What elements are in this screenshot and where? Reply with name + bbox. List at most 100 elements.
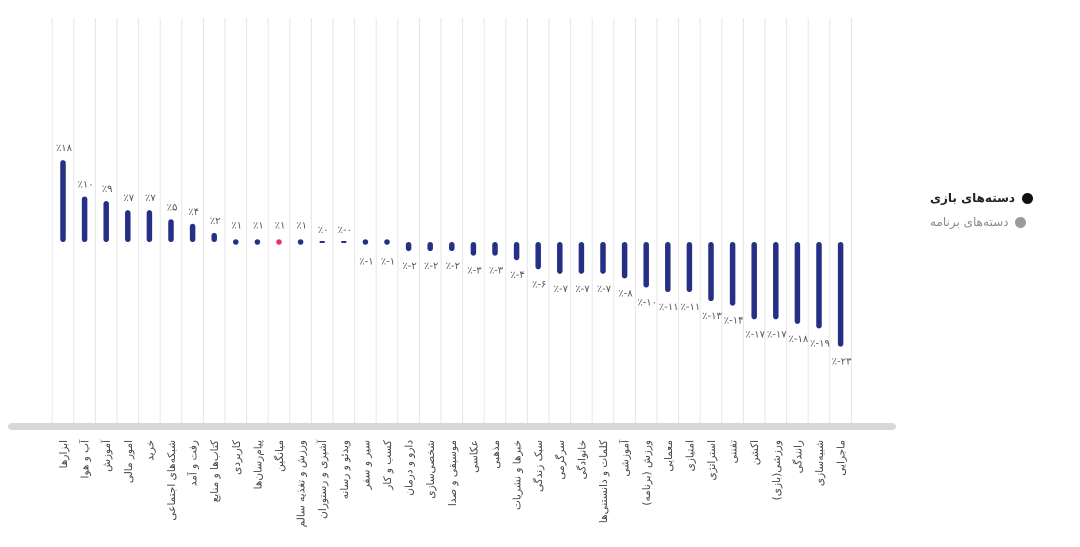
- bar[interactable]: [837, 242, 844, 347]
- value-label: ٪-۱: [359, 257, 373, 268]
- value-label: ٪-۱۰: [637, 298, 657, 309]
- category-label: موسیقی و صدا: [447, 440, 459, 506]
- bar[interactable]: [773, 242, 779, 320]
- category-label: میانگین: [273, 440, 286, 472]
- value-label: ٪-۲۳: [832, 357, 852, 368]
- bar[interactable]: [319, 241, 325, 243]
- bar[interactable]: [643, 242, 649, 288]
- value-label: ٪-۱۷: [745, 329, 765, 340]
- value-label: ٪۵: [167, 202, 178, 213]
- value-label: ٪-۸: [618, 288, 633, 299]
- value-label: ٪-۰: [338, 225, 352, 236]
- bar[interactable]: [254, 239, 261, 245]
- value-label: ٪۱: [253, 220, 264, 231]
- bar[interactable]: [146, 210, 153, 242]
- category-label: کتاب‌ها و منابع: [209, 440, 221, 502]
- category-label: امور مالی: [123, 440, 135, 483]
- value-label: ٪۱۸: [56, 143, 73, 154]
- value-label: ٪۰: [318, 225, 329, 236]
- bar[interactable]: [405, 242, 412, 252]
- category-label: ماجرایی: [836, 440, 848, 476]
- legend-dot-games-icon: [1022, 192, 1034, 204]
- bar[interactable]: [621, 242, 628, 279]
- bar[interactable]: [125, 210, 131, 242]
- value-label: ٪-۲: [424, 261, 438, 272]
- bar[interactable]: [729, 242, 736, 306]
- legend-label-games: دسته‌های بازی: [930, 191, 1016, 205]
- value-label: ٪۱: [231, 220, 242, 231]
- bar[interactable]: [276, 239, 282, 245]
- category-label: اکشن: [749, 440, 761, 465]
- category-label: شبکه‌های اجتماعی: [166, 440, 178, 521]
- category-label: دارو و درمان: [404, 440, 416, 496]
- bar[interactable]: [665, 242, 671, 293]
- bar[interactable]: [211, 232, 217, 242]
- value-label: ٪-۱۹: [810, 338, 830, 349]
- bar[interactable]: [60, 160, 66, 242]
- category-label: خبرها و نشریات: [512, 440, 524, 510]
- category-label: ویدئو و رسانه: [339, 440, 351, 499]
- category-label: مذهبی: [490, 440, 502, 469]
- bar[interactable]: [794, 242, 801, 324]
- category-label: شخصی‌سازی: [425, 440, 437, 499]
- category-label: تفننی: [728, 440, 740, 463]
- bar[interactable]: [708, 242, 714, 302]
- bar[interactable]: [362, 239, 369, 245]
- legend-item-games[interactable]: دسته‌های بازی: [930, 186, 1070, 210]
- category-label: خرید: [144, 440, 156, 461]
- category-label: خانوادگی: [575, 440, 588, 479]
- category-label: کسب و کار: [382, 440, 394, 491]
- bar[interactable]: [578, 242, 585, 274]
- value-label: ٪۷: [123, 193, 134, 204]
- bar[interactable]: [449, 242, 455, 252]
- bar[interactable]: [686, 242, 693, 293]
- bar[interactable]: [751, 242, 757, 320]
- bar[interactable]: [816, 242, 822, 329]
- legend: دسته‌های بازی دسته‌های برنامه: [930, 186, 1070, 234]
- bar[interactable]: [297, 239, 304, 245]
- bar[interactable]: [513, 242, 520, 261]
- value-label: ٪۷: [145, 193, 156, 204]
- bar[interactable]: [81, 196, 88, 243]
- legend-label-apps: دسته‌های برنامه: [930, 215, 1009, 229]
- bar[interactable]: [103, 201, 109, 242]
- category-label: ابزارها: [58, 440, 70, 468]
- value-label: ٪-۱۱: [659, 302, 679, 313]
- bar[interactable]: [384, 239, 390, 245]
- category-label: رانندگی: [791, 440, 804, 473]
- bar[interactable]: [535, 242, 541, 270]
- value-label: ٪۱: [275, 220, 286, 231]
- category-label: آموزشی: [619, 439, 632, 477]
- value-label: ٪-۱۸: [789, 334, 809, 345]
- bar[interactable]: [557, 242, 563, 274]
- bar[interactable]: [600, 242, 606, 274]
- bar[interactable]: [427, 242, 433, 252]
- category-label: سبک زندگی: [532, 440, 545, 492]
- bar[interactable]: [492, 242, 498, 256]
- category-label: ورزش (برنامه): [641, 440, 653, 506]
- legend-item-apps[interactable]: دسته‌های برنامه: [930, 210, 1070, 234]
- category-label: آموزش: [100, 439, 113, 472]
- value-label: ٪-۱۳: [702, 311, 722, 322]
- value-label: ٪۹: [102, 184, 113, 195]
- value-label: ٪۲: [210, 216, 221, 227]
- value-label: ٪-۳: [467, 266, 482, 277]
- bar[interactable]: [470, 242, 477, 256]
- category-label: امتیازی: [684, 440, 696, 471]
- value-label: ٪-۲: [402, 261, 416, 272]
- value-label: ٪-۷: [554, 284, 569, 295]
- bar[interactable]: [168, 219, 174, 242]
- bar[interactable]: [233, 239, 239, 245]
- category-label: سیر و سفر: [360, 440, 372, 490]
- bar[interactable]: [341, 241, 347, 243]
- value-label: ٪-۶: [532, 279, 546, 290]
- bar[interactable]: [189, 223, 196, 242]
- axis-baseline: [8, 423, 896, 430]
- category-label: آب و هوا: [79, 439, 92, 479]
- category-label: استراتژی: [706, 440, 718, 481]
- category-label: ورزش و تغذیه سالم: [296, 440, 308, 527]
- value-label: ٪-۷: [597, 284, 612, 295]
- value-label: ٪-۲: [446, 261, 460, 272]
- category-label: پیام‌رسان‌ها: [252, 440, 264, 489]
